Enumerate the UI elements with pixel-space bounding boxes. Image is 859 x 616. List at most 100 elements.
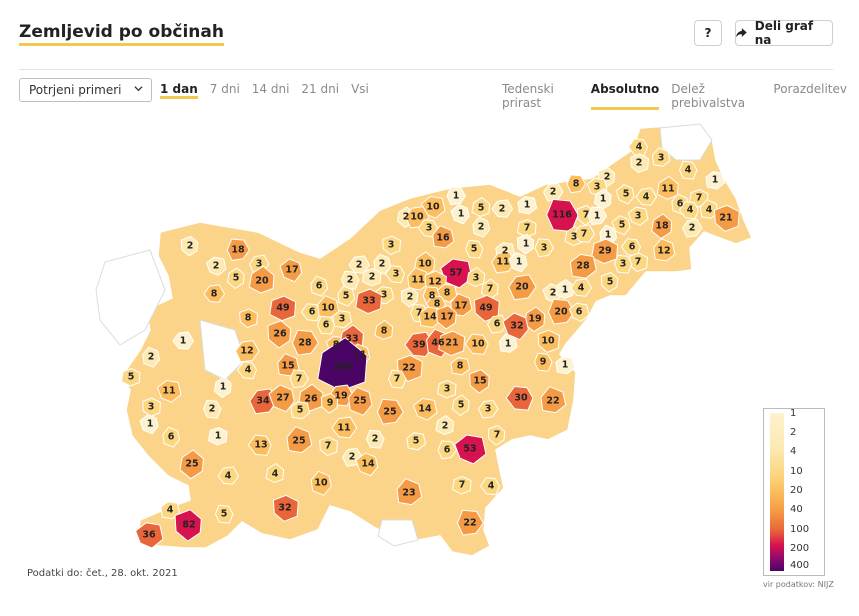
municipality-1[interactable]	[651, 147, 671, 167]
municipality-shape[interactable]	[437, 440, 458, 460]
municipality-156[interactable]	[437, 440, 458, 460]
municipality-shape[interactable]	[508, 274, 537, 301]
municipality-34[interactable]	[569, 253, 597, 279]
municipality-shape[interactable]	[432, 225, 455, 249]
municipality-60[interactable]	[384, 265, 406, 284]
municipality-59[interactable]	[361, 267, 382, 287]
municipality-92[interactable]	[537, 329, 560, 353]
municipality-161[interactable]	[265, 462, 285, 484]
municipality-77[interactable]	[473, 294, 500, 322]
municipality-69[interactable]	[508, 274, 537, 301]
municipality-shape[interactable]	[713, 204, 740, 232]
municipality-shape[interactable]	[331, 416, 358, 439]
tab-mode-absolutno[interactable]: Absolutno	[590, 82, 660, 110]
municipality-150[interactable]	[247, 434, 272, 456]
municipality-shape[interactable]	[373, 253, 392, 275]
municipality-shape[interactable]	[446, 186, 467, 206]
municipality-shape[interactable]	[134, 522, 164, 549]
municipality-154[interactable]	[406, 432, 427, 451]
municipality-110[interactable]	[267, 320, 292, 349]
municipality-81[interactable]	[547, 298, 575, 325]
municipality-152[interactable]	[319, 436, 339, 457]
municipality-shape[interactable]	[547, 298, 575, 325]
municipality-126[interactable]	[289, 369, 310, 389]
municipality-shape[interactable]	[412, 397, 438, 421]
municipality-shape[interactable]	[384, 265, 406, 284]
municipality-128[interactable]	[213, 376, 232, 399]
municipality-162[interactable]	[217, 466, 240, 485]
municipality-2[interactable]	[630, 153, 650, 174]
municipality-shape[interactable]	[265, 462, 285, 484]
municipality-shape[interactable]	[508, 252, 528, 273]
municipality-119[interactable]	[120, 367, 141, 387]
municipality-136[interactable]	[540, 386, 567, 414]
municipality-98[interactable]	[226, 267, 245, 290]
municipality-109[interactable]	[332, 310, 353, 329]
municipality-127[interactable]	[156, 379, 182, 403]
municipality-63[interactable]	[340, 270, 360, 290]
municipality-164[interactable]	[451, 475, 472, 495]
municipality-163[interactable]	[310, 470, 332, 496]
municipality-shape[interactable]	[202, 399, 222, 419]
municipality-47[interactable]	[382, 235, 402, 256]
municipality-149[interactable]	[207, 426, 228, 446]
municipality-shape[interactable]	[436, 305, 457, 330]
municipality-114[interactable]	[235, 340, 260, 363]
municipality-shape[interactable]	[537, 329, 560, 353]
municipality-16[interactable]	[699, 199, 719, 219]
municipality-shape[interactable]	[160, 501, 181, 520]
tab-period-1-dan[interactable]: 1 dan	[160, 82, 198, 99]
municipality-160[interactable]	[355, 452, 379, 477]
municipality-shape[interactable]	[635, 187, 658, 206]
municipality-55[interactable]	[508, 252, 528, 273]
municipality-50[interactable]	[516, 233, 535, 255]
municipality-shape[interactable]	[319, 436, 339, 457]
tab-period-7-dni[interactable]: 7 dni	[209, 82, 240, 96]
municipality-105[interactable]	[300, 303, 322, 322]
municipality-shape[interactable]	[524, 306, 546, 333]
municipality-42[interactable]	[491, 199, 514, 218]
municipality-84[interactable]	[486, 314, 508, 334]
municipality-shape[interactable]	[469, 369, 490, 394]
municipality-shape[interactable]	[291, 329, 319, 356]
municipality-54[interactable]	[491, 251, 516, 274]
municipality-shape[interactable]	[214, 504, 234, 524]
municipality-shape[interactable]	[267, 320, 292, 349]
municipality-shape[interactable]	[289, 369, 310, 389]
municipality-3[interactable]	[678, 160, 698, 180]
municipality-158[interactable]	[179, 449, 204, 480]
municipality-91[interactable]	[498, 333, 518, 353]
municipality-166[interactable]	[396, 478, 423, 506]
municipality-124[interactable]	[450, 357, 471, 376]
municipality-shape[interactable]	[681, 218, 703, 238]
municipality-74[interactable]	[355, 288, 383, 315]
municipality-shape[interactable]	[286, 426, 313, 454]
municipality-46[interactable]	[432, 225, 455, 249]
municipality-shape[interactable]	[473, 294, 500, 322]
municipality-shape[interactable]	[456, 509, 484, 536]
municipality-52[interactable]	[440, 258, 473, 289]
tab-mode-tedenski-prirast[interactable]: Tedenski prirast	[502, 82, 554, 110]
municipality-shape[interactable]	[180, 235, 199, 257]
municipality-shape[interactable]	[120, 367, 141, 387]
municipality-shape[interactable]	[486, 314, 508, 334]
municipality-32[interactable]	[629, 252, 649, 273]
municipality-shape[interactable]	[555, 356, 576, 375]
municipality-shape[interactable]	[516, 233, 535, 255]
municipality-shape[interactable]	[435, 414, 455, 436]
municipality-169[interactable]	[160, 501, 181, 520]
municipality-56[interactable]	[466, 266, 486, 288]
municipality-15[interactable]	[678, 201, 700, 220]
municipality-shape[interactable]	[310, 275, 329, 297]
municipality-76[interactable]	[450, 293, 473, 317]
municipality-shape[interactable]	[272, 494, 299, 522]
municipality-125[interactable]	[469, 369, 490, 394]
municipality-shape[interactable]	[156, 379, 182, 403]
municipality-43[interactable]	[472, 216, 491, 238]
municipality-shape[interactable]	[450, 293, 473, 317]
municipality-shape[interactable]	[374, 319, 394, 341]
municipality-shape[interactable]	[464, 239, 484, 259]
municipality-shape[interactable]	[491, 199, 514, 218]
share-button[interactable]: Deli graf na	[735, 19, 833, 47]
municipality-shape[interactable]	[365, 429, 385, 449]
